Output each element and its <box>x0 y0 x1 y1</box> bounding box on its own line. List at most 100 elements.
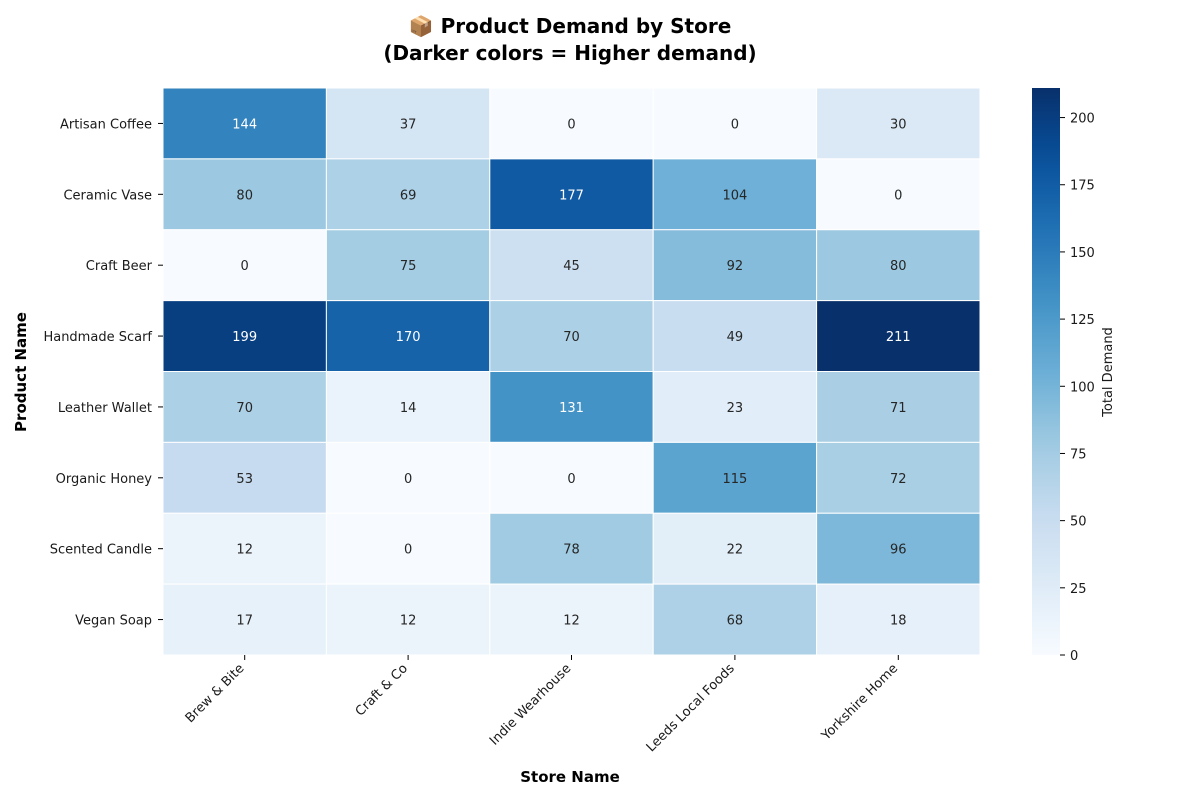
heatmap-cell <box>652 87 818 160</box>
colorbar-title: Total Demand <box>1101 327 1116 418</box>
cell-value-label: 0 <box>731 117 739 132</box>
heatmap-cell <box>325 229 491 302</box>
cell-value-label: 23 <box>727 401 744 416</box>
cell-value-label: 144 <box>232 117 257 132</box>
y-tick-label: Vegan Soap <box>75 614 152 629</box>
heatmap-cell <box>652 300 818 372</box>
y-tick-label: Organic Honey <box>56 472 153 487</box>
heatmap-cell <box>489 583 654 656</box>
heatmap-cell <box>816 441 981 514</box>
x-tick-label: Indie Wearhouse <box>487 661 574 748</box>
heatmap-cell <box>816 583 981 656</box>
cell-value-label: 0 <box>567 472 575 487</box>
cell-value-label: 80 <box>236 188 253 203</box>
heatmap-cell <box>816 371 981 443</box>
cell-value-label: 78 <box>563 543 580 558</box>
cell-value-label: 17 <box>236 614 253 629</box>
cell-value-label: 92 <box>727 259 744 274</box>
y-tick-label: Leather Wallet <box>58 401 152 416</box>
heatmap-cell <box>325 87 491 160</box>
colorbar-tick-label: 25 <box>1070 582 1087 597</box>
colorbar <box>1032 88 1060 655</box>
cell-value-label: 71 <box>890 401 907 416</box>
cell-value-label: 131 <box>559 401 584 416</box>
cell-value-label: 104 <box>722 188 747 203</box>
heatmap-cell <box>162 158 327 231</box>
colorbar-tick-label: 200 <box>1070 112 1095 127</box>
y-tick-label: Ceramic Vase <box>63 188 152 203</box>
heatmap-cell <box>325 441 491 514</box>
cell-value-label: 199 <box>232 330 257 345</box>
cell-value-label: 115 <box>722 472 747 487</box>
cell-value-label: 0 <box>567 117 575 132</box>
cell-value-label: 18 <box>890 614 907 629</box>
x-tick-label: Craft & Co <box>353 661 411 719</box>
x-tick-label: Leeds Local Foods <box>644 661 738 755</box>
chart-title-line1: 📦 Product Demand by Store <box>409 14 732 38</box>
heatmap-cell <box>652 441 818 514</box>
colorbar-tick-label: 0 <box>1070 649 1078 664</box>
cell-value-label: 53 <box>236 472 253 487</box>
heatmap-cell <box>816 158 981 231</box>
heatmap-cell <box>816 512 981 585</box>
cell-value-label: 12 <box>563 614 580 629</box>
colorbar-tick-label: 100 <box>1070 380 1095 395</box>
heatmap-cell <box>816 87 981 160</box>
y-tick-label: Artisan Coffee <box>60 117 152 132</box>
cell-value-label: 211 <box>886 330 911 345</box>
y-tick-label: Scented Candle <box>50 543 152 558</box>
heatmap-cell <box>816 229 981 302</box>
heatmap-cell <box>162 583 327 656</box>
heatmap-cell <box>489 441 654 514</box>
cell-value-label: 12 <box>400 614 417 629</box>
cell-value-label: 45 <box>563 259 580 274</box>
heatmap-cell <box>162 87 327 160</box>
cell-value-label: 80 <box>890 259 907 274</box>
cell-value-label: 12 <box>236 543 253 558</box>
heatmap-cell <box>162 371 327 443</box>
heatmap-cell <box>652 583 818 656</box>
y-tick-label: Handmade Scarf <box>43 330 152 345</box>
heatmap-cell <box>325 371 491 443</box>
cell-value-label: 75 <box>400 259 417 274</box>
heatmap-cell <box>489 229 654 302</box>
cell-value-label: 49 <box>727 330 744 345</box>
heatmap-cell <box>489 300 654 372</box>
colorbar-tick-label: 50 <box>1070 515 1087 530</box>
x-tick-label: Yorkshire Home <box>818 661 901 744</box>
cell-value-label: 0 <box>404 472 412 487</box>
colorbar-ticks: 0 25 50 75 100 125 150 175 200 <box>1060 112 1095 664</box>
cell-value-label: 14 <box>400 401 417 416</box>
colorbar-tick-label: 150 <box>1070 246 1095 261</box>
cell-value-label: 69 <box>400 188 417 203</box>
y-tick-labels: Artisan Coffee Ceramic Vase Craft Beer Hand… <box>43 117 163 629</box>
cell-value-label: 0 <box>241 259 249 274</box>
heatmap-cell <box>325 300 491 372</box>
cell-value-label: 30 <box>890 117 907 132</box>
heatmap-cell <box>325 583 491 656</box>
x-tick-label: Brew & Bite <box>183 661 248 726</box>
heatmap-cell <box>816 300 981 372</box>
cell-value-label: 37 <box>400 117 417 132</box>
colorbar-tick-label: 175 <box>1070 179 1095 194</box>
cell-value-label: 0 <box>894 188 902 203</box>
chart-title-line2: (Darker colors = Higher demand) <box>383 41 756 65</box>
cell-value-label: 70 <box>236 401 253 416</box>
cell-value-label: 72 <box>890 472 907 487</box>
x-axis-title: Store Name <box>520 768 620 786</box>
cell-value-label: 170 <box>396 330 421 345</box>
heatmap-cell <box>489 87 654 160</box>
cell-value-label: 68 <box>727 614 744 629</box>
cell-value-label: 96 <box>890 543 907 558</box>
cell-value-label: 0 <box>404 543 412 558</box>
heatmap-cell <box>489 158 654 231</box>
cell-value-label: 70 <box>563 330 580 345</box>
cell-value-label: 177 <box>559 188 584 203</box>
heatmap-cell <box>652 229 818 302</box>
cell-value-label: 22 <box>727 543 744 558</box>
heatmap-cell <box>162 512 327 585</box>
heatmap-cell <box>489 371 654 443</box>
colorbar-tick-label: 75 <box>1070 447 1087 462</box>
